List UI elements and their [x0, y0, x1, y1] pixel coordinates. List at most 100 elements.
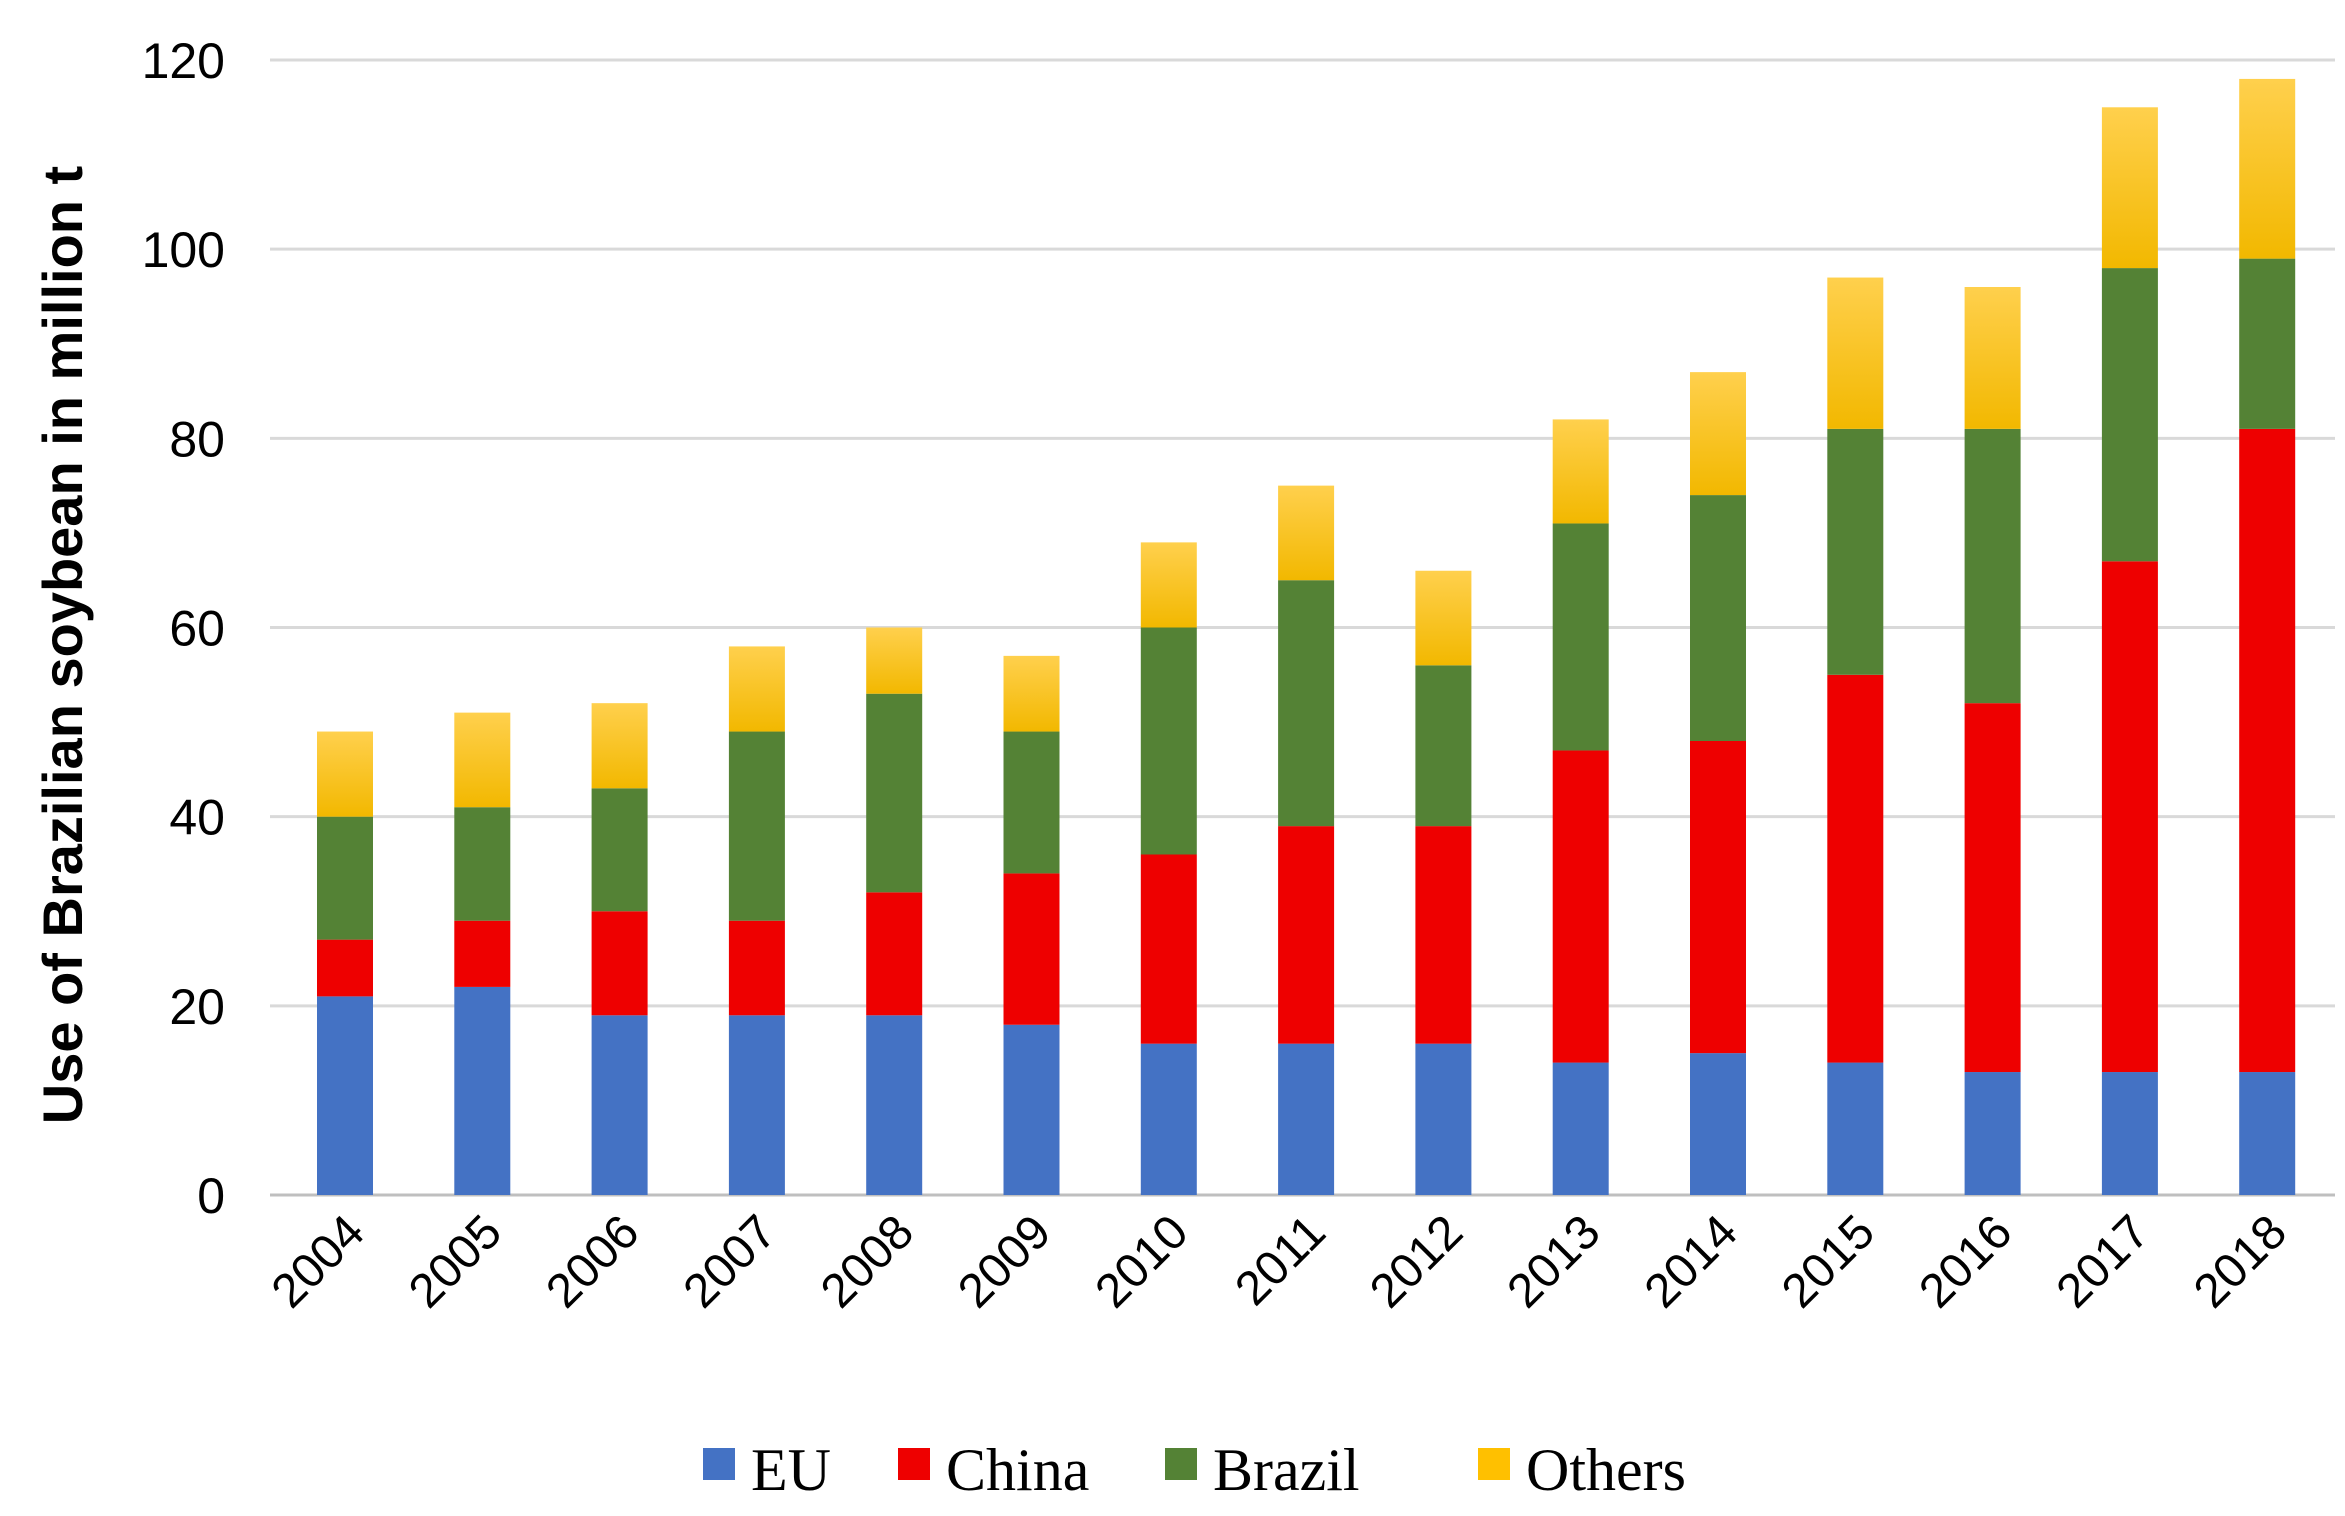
bar-group-2007	[728, 646, 785, 1195]
y-axis-ticks: 0 20 40 60 80 100 120	[142, 33, 225, 1224]
bar-segment-china-2005	[454, 920, 511, 987]
y-tick-label: 120	[142, 33, 225, 89]
legend-swatch	[898, 1448, 930, 1480]
bar-segment-others-2018	[2239, 78, 2296, 259]
x-tick-label: 2012	[1360, 1205, 1473, 1318]
bar-segment-china-2011	[1278, 826, 1335, 1044]
bar-segment-china-2017	[2101, 561, 2158, 1073]
bar-group-2016	[1964, 287, 2021, 1195]
bar-segment-china-2013	[1552, 750, 1609, 1063]
legend-item-eu: EU	[703, 1437, 831, 1503]
bar-segment-eu-2011	[1278, 1043, 1335, 1195]
bar-group-2006	[591, 703, 648, 1195]
bar-segment-brazil-2005	[454, 807, 511, 921]
bar-segment-others-2009	[1003, 655, 1060, 732]
bar-segment-brazil-2011	[1278, 580, 1335, 827]
bar-segment-brazil-2013	[1552, 523, 1609, 751]
bar-segment-others-2011	[1278, 485, 1335, 581]
bar-segment-brazil-2015	[1827, 428, 1884, 675]
bar-group-2009	[1003, 655, 1060, 1195]
bar-segment-brazil-2007	[728, 731, 785, 921]
bar-segment-eu-2013	[1552, 1062, 1609, 1195]
x-axis-ticks: 2004 2005 2006 2007 2008 2009 2010 2011 2012 2013…	[262, 1205, 2297, 1318]
x-tick-label: 2008	[811, 1205, 924, 1318]
x-tick-label: 2005	[399, 1205, 512, 1318]
bar-segment-china-2016	[1964, 703, 2021, 1073]
bar-segment-others-2016	[1964, 287, 2021, 429]
y-tick-label: 60	[169, 601, 225, 657]
bar-segment-eu-2007	[728, 1015, 785, 1195]
bar-segment-china-2010	[1140, 854, 1197, 1044]
x-tick-label: 2015	[1772, 1205, 1885, 1318]
bar-segment-brazil-2018	[2239, 258, 2296, 429]
bar-group-2014	[1690, 372, 1746, 1195]
y-tick-label: 40	[169, 790, 225, 846]
legend-label: China	[946, 1437, 1089, 1503]
y-tick-label: 80	[169, 411, 225, 467]
legend-label: Others	[1526, 1437, 1686, 1503]
bar-segment-eu-2008	[866, 1015, 923, 1195]
x-tick-label: 2010	[1086, 1205, 1199, 1318]
bar-segment-eu-2014	[1690, 1053, 1746, 1195]
legend-swatch	[1478, 1448, 1510, 1480]
bar-segment-brazil-2017	[2101, 268, 2158, 562]
bar-segment-others-2010	[1140, 542, 1197, 628]
legend-item-china: China	[898, 1437, 1089, 1503]
x-tick-label: 2006	[536, 1205, 649, 1318]
bar-segment-brazil-2004	[317, 816, 373, 940]
legend-swatch	[703, 1448, 735, 1480]
x-tick-label: 2014	[1635, 1205, 1748, 1318]
bar-segment-others-2004	[317, 731, 373, 817]
bar-segment-eu-2018	[2239, 1072, 2296, 1195]
legend-label: EU	[751, 1437, 831, 1503]
y-axis-label: Use of Brazilian soybean in million t	[31, 166, 94, 1124]
bar-segment-china-2014	[1690, 741, 1746, 1054]
y-tick-label: 0	[197, 1168, 225, 1224]
legend-item-brazil: Brazil	[1165, 1437, 1360, 1503]
bar-segment-others-2006	[591, 703, 648, 789]
bar-group-2018	[2239, 78, 2296, 1195]
bar-segment-china-2012	[1415, 826, 1472, 1044]
bar-segment-brazil-2016	[1964, 428, 2021, 704]
bar-segment-china-2008	[866, 892, 923, 1016]
x-tick-label: 2016	[1909, 1205, 2022, 1318]
bar-segment-brazil-2006	[591, 788, 648, 912]
bar-segment-eu-2017	[2101, 1072, 2158, 1195]
bar-group-2013	[1552, 419, 1609, 1195]
x-tick-label: 2013	[1497, 1205, 1610, 1318]
bar-segment-brazil-2008	[866, 693, 923, 893]
bar-segment-brazil-2009	[1003, 731, 1060, 874]
bar-segment-brazil-2012	[1415, 665, 1472, 827]
bar-group-2008	[866, 627, 923, 1195]
bar-segment-others-2015	[1827, 277, 1884, 429]
bar-segment-others-2005	[454, 712, 511, 808]
x-tick-label: 2009	[948, 1205, 1061, 1318]
legend-swatch	[1165, 1448, 1197, 1480]
bar-segment-china-2018	[2239, 428, 2296, 1073]
x-tick-label: 2017	[2047, 1205, 2160, 1318]
bar-segment-eu-2005	[454, 986, 511, 1195]
bar-group-2015	[1827, 277, 1884, 1195]
y-tick-label: 20	[169, 979, 225, 1035]
x-tick-label: 2004	[262, 1205, 375, 1318]
y-tick-label: 100	[142, 222, 225, 278]
bar-segment-eu-2010	[1140, 1043, 1197, 1195]
legend-label: Brazil	[1213, 1437, 1360, 1503]
bar-segment-eu-2015	[1827, 1062, 1884, 1195]
bar-segment-brazil-2010	[1140, 627, 1197, 855]
bar-segment-others-2014	[1690, 372, 1746, 496]
bar-group-2005	[454, 712, 511, 1195]
bar-segment-eu-2012	[1415, 1043, 1472, 1195]
bars	[317, 78, 2296, 1195]
bar-segment-eu-2016	[1964, 1072, 2021, 1195]
bar-segment-china-2004	[317, 939, 373, 997]
bar-segment-others-2008	[866, 627, 923, 694]
legend-item-others: Others	[1478, 1437, 1686, 1503]
bar-segment-china-2009	[1003, 873, 1060, 1025]
bar-segment-china-2015	[1827, 674, 1884, 1063]
x-tick-label: 2011	[1225, 1205, 1335, 1315]
bar-segment-others-2017	[2101, 107, 2158, 269]
bar-segment-brazil-2014	[1690, 495, 1746, 741]
legend: EU China Brazil Others	[703, 1437, 1686, 1503]
